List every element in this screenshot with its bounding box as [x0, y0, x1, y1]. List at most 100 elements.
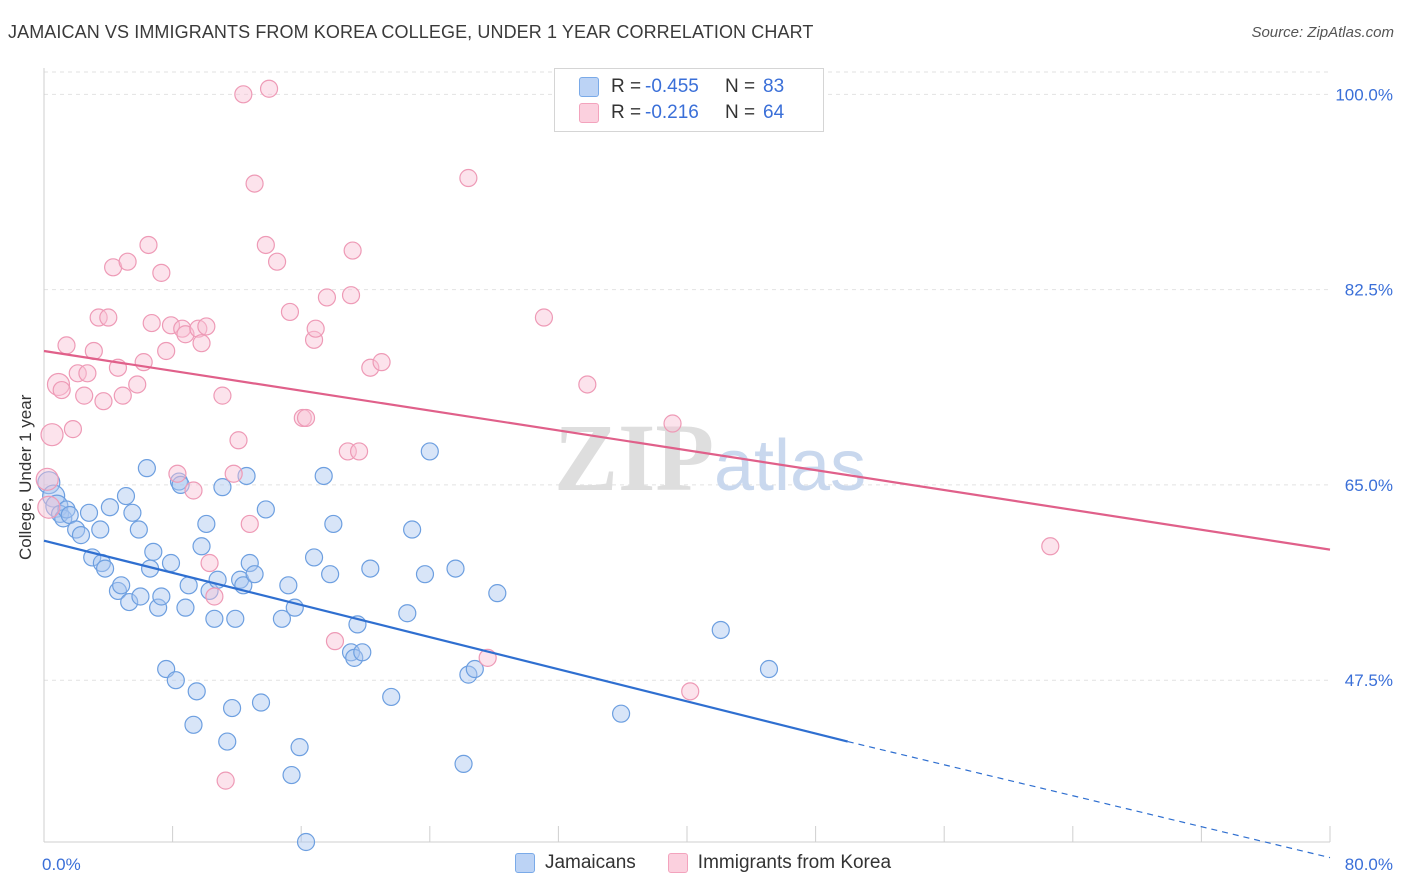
jamaicans-point: [91, 520, 110, 539]
korea-point: [75, 386, 94, 405]
jamaicans-point: [144, 542, 163, 561]
korea-point: [78, 364, 97, 383]
legend-r-value: -0.216: [645, 102, 699, 123]
korea-point: [259, 79, 279, 98]
jamaicans-point: [361, 559, 380, 578]
korea-point: [118, 252, 137, 271]
legend-n-label: N =: [725, 76, 756, 97]
y-tick-label: 47.5%: [1345, 671, 1393, 690]
jamaicans-point: [296, 832, 316, 852]
jamaicans-point: [123, 503, 142, 522]
korea-point: [349, 442, 369, 461]
series-legend: Jamaicans Immigrants from Korea: [0, 852, 1406, 874]
jamaicans-point: [420, 442, 439, 461]
korea-point: [168, 464, 187, 483]
korea-point: [213, 386, 232, 405]
legend-n-value: 64: [763, 102, 785, 123]
korea-point: [142, 313, 161, 333]
legend-r-label: R =: [611, 76, 642, 97]
korea-point: [343, 241, 362, 260]
korea-point: [68, 364, 87, 383]
jamaicans-point: [488, 584, 507, 603]
x-tick-label: 80.0%: [1345, 855, 1393, 874]
korea-point: [229, 431, 248, 450]
jamaicans-point: [149, 598, 168, 617]
jamaicans-point: [465, 659, 484, 679]
jamaicans-point: [272, 609, 292, 628]
jamaicans-point: [398, 604, 417, 623]
jamaicans-point: [161, 553, 181, 573]
legend-n-label: N =: [725, 102, 756, 123]
jamaicans-point: [95, 559, 115, 578]
korea-point: [161, 316, 181, 335]
korea-point: [534, 308, 554, 327]
jamaicans-point: [192, 537, 211, 556]
jamaicans-point: [282, 765, 301, 785]
korea-point: [40, 423, 64, 447]
korea-point: [152, 263, 171, 282]
legend-r-label: R =: [611, 102, 642, 123]
jamaicans-point: [304, 548, 324, 567]
x-tick-label: 0.0%: [42, 855, 81, 874]
korea-point: [245, 174, 264, 193]
x-tick-labels: 0.0% 80.0%: [42, 855, 1393, 874]
jamaicans-point: [137, 459, 156, 478]
korea-point: [192, 334, 211, 353]
korea-point: [1041, 537, 1060, 556]
jamaicans-point: [314, 466, 333, 486]
jamaicans-point: [711, 620, 730, 640]
y-tick-label: 82.5%: [1345, 281, 1393, 300]
source-credit: Source: ZipAtlas.com: [1251, 24, 1394, 41]
legend-swatch-jamaicans: [579, 77, 599, 97]
korea-point: [578, 375, 597, 394]
jamaicans-point: [324, 514, 343, 534]
trend-lines: [43, 349, 1331, 859]
watermark-zip: ZIP: [554, 404, 714, 511]
y-axis-label: College, Under 1 year: [16, 394, 35, 560]
korea-point: [224, 464, 243, 483]
jamaicans-point: [611, 704, 631, 723]
trend-line-jamaicans-extension: [847, 740, 1331, 859]
korea-point: [234, 85, 253, 104]
legend-row-korea: R = -0.216 N = 64: [579, 101, 784, 125]
korea-point: [341, 286, 361, 305]
korea-point: [205, 587, 224, 606]
korea-point: [240, 514, 259, 534]
korea-point: [317, 288, 337, 307]
legend-swatch-korea: [579, 103, 599, 123]
jamaicans-point: [184, 715, 203, 734]
jamaicans-point: [152, 587, 171, 606]
jamaicans-point: [131, 587, 150, 606]
korea-point: [267, 252, 287, 271]
jamaicans-point: [71, 526, 91, 545]
jamaicans-point: [205, 609, 224, 628]
legend-swatch-jamaicans: [514, 853, 535, 873]
trend-line-jamaicans: [43, 539, 849, 743]
korea-point: [256, 235, 275, 255]
jamaicans-point: [57, 500, 76, 519]
korea-point: [173, 319, 192, 338]
korea-point: [157, 341, 176, 361]
y-tick-label: 65.0%: [1345, 476, 1393, 495]
jamaicans-point: [197, 514, 216, 534]
jamaicans-point: [129, 520, 148, 539]
legend-swatch-korea: [667, 853, 688, 873]
korea-point: [372, 353, 391, 372]
legend-label-jamaicans: Jamaicans: [544, 852, 636, 873]
korea-point: [459, 168, 478, 188]
jamaicans-point: [321, 565, 340, 584]
jamaicans-point: [454, 754, 473, 773]
jamaicans-point: [112, 576, 131, 595]
chart-title: JAMAICAN VS IMMIGRANTS FROM KOREA COLLEG…: [8, 22, 814, 42]
jamaicans-point: [120, 592, 139, 612]
jamaicans-point: [187, 682, 206, 701]
jamaicans-point: [79, 503, 99, 522]
jamaicans-point: [251, 693, 271, 712]
jamaicans-point: [100, 498, 120, 517]
jamaicans-point: [759, 659, 779, 679]
jamaicans-point: [226, 609, 245, 628]
korea-point: [63, 420, 83, 439]
legend-row-jamaicans: R = -0.455 N = 83: [579, 75, 784, 99]
korea-point: [113, 386, 132, 405]
korea-point: [128, 375, 147, 394]
